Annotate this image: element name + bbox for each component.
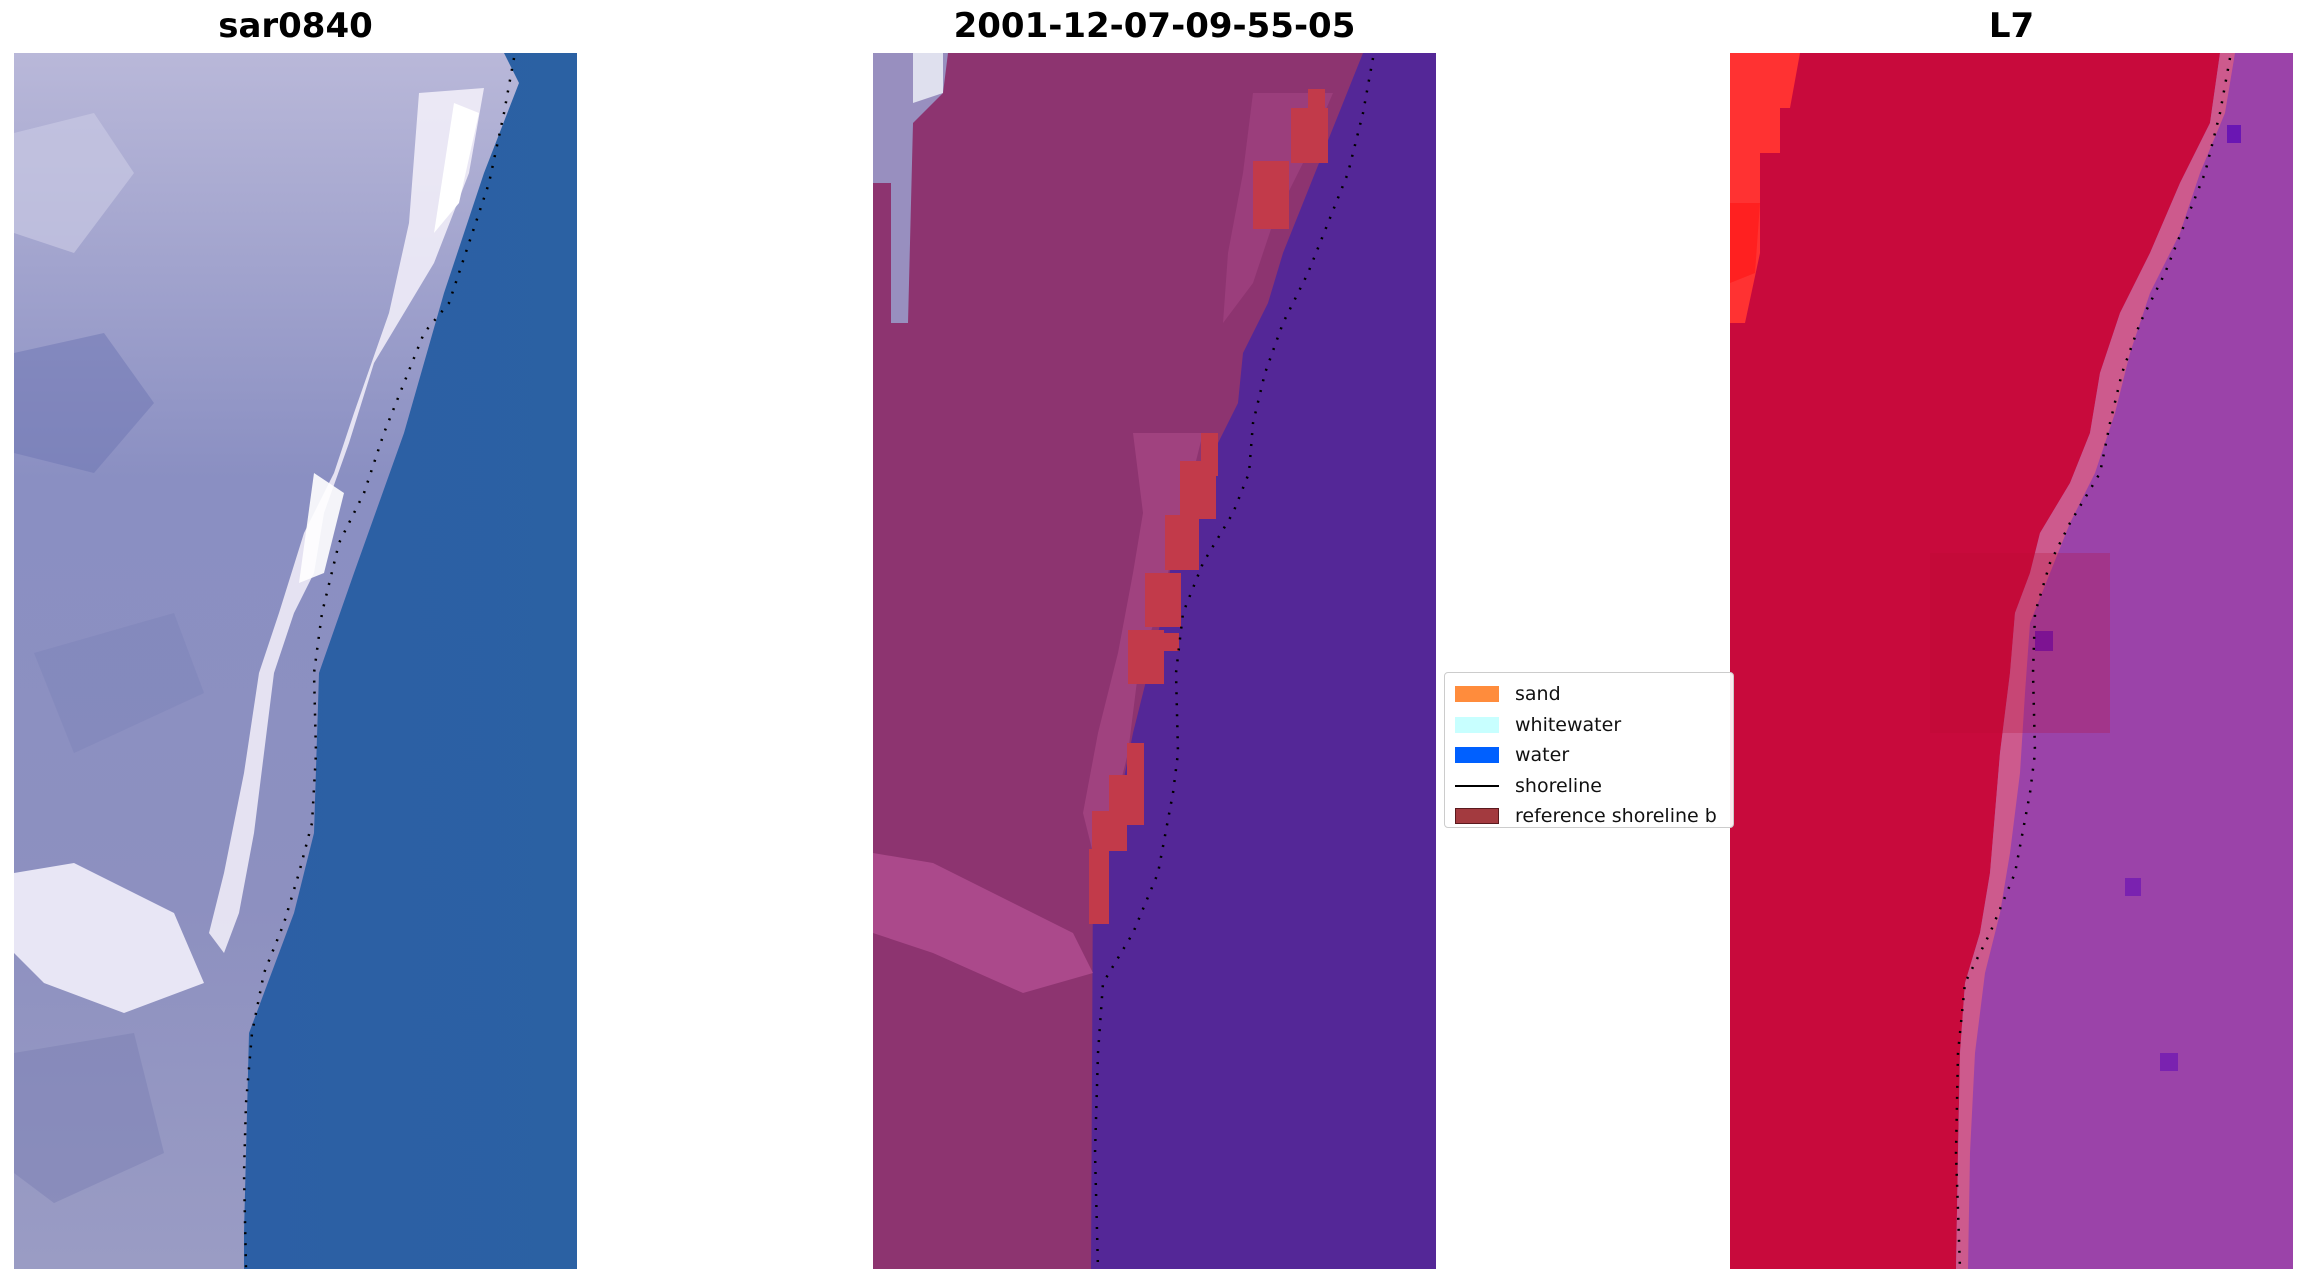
legend-item-whitewater: whitewater (1455, 710, 1723, 741)
classified-image-panel (873, 53, 1436, 1269)
legend-label-reference-buffer: reference shoreline b (1515, 805, 1717, 828)
shoreline-path-rgb (242, 57, 516, 1269)
sand-swatch (1455, 686, 1499, 703)
shoreline-path-l7 (1954, 57, 2232, 1269)
shoreline-line-swatch (1455, 784, 1499, 787)
reference-shoreline-buffer (1089, 89, 1328, 924)
panel-title-classified: 2001-12-07-09-55-05 (953, 6, 1356, 46)
legend-item-shoreline: shoreline (1455, 771, 1723, 802)
panel-title-rgb: sar0840 (218, 6, 373, 46)
legend-label-whitewater: whitewater (1515, 713, 1622, 736)
legend: sand whitewater water shoreline referenc… (1444, 672, 1734, 828)
legend-item-water: water (1455, 740, 1723, 771)
l7-image-panel (1730, 53, 2293, 1269)
reference-buffer-swatch (1455, 808, 1499, 825)
legend-label-water: water (1515, 744, 1570, 767)
shoreline-path-classified (1093, 57, 1375, 1269)
rgb-image-panel (14, 53, 577, 1269)
legend-label-sand: sand (1515, 683, 1561, 706)
whitewater-swatch (1455, 716, 1499, 733)
l7-image (1730, 53, 2293, 1269)
panel-title-l7: L7 (1988, 6, 2035, 46)
water-swatch (1455, 747, 1499, 764)
legend-item-sand: sand (1455, 679, 1723, 710)
rgb-image (14, 53, 577, 1269)
legend-label-shoreline: shoreline (1515, 774, 1602, 797)
classified-image (873, 53, 1436, 1269)
legend-item-reference-buffer: reference shoreline b (1455, 801, 1723, 832)
